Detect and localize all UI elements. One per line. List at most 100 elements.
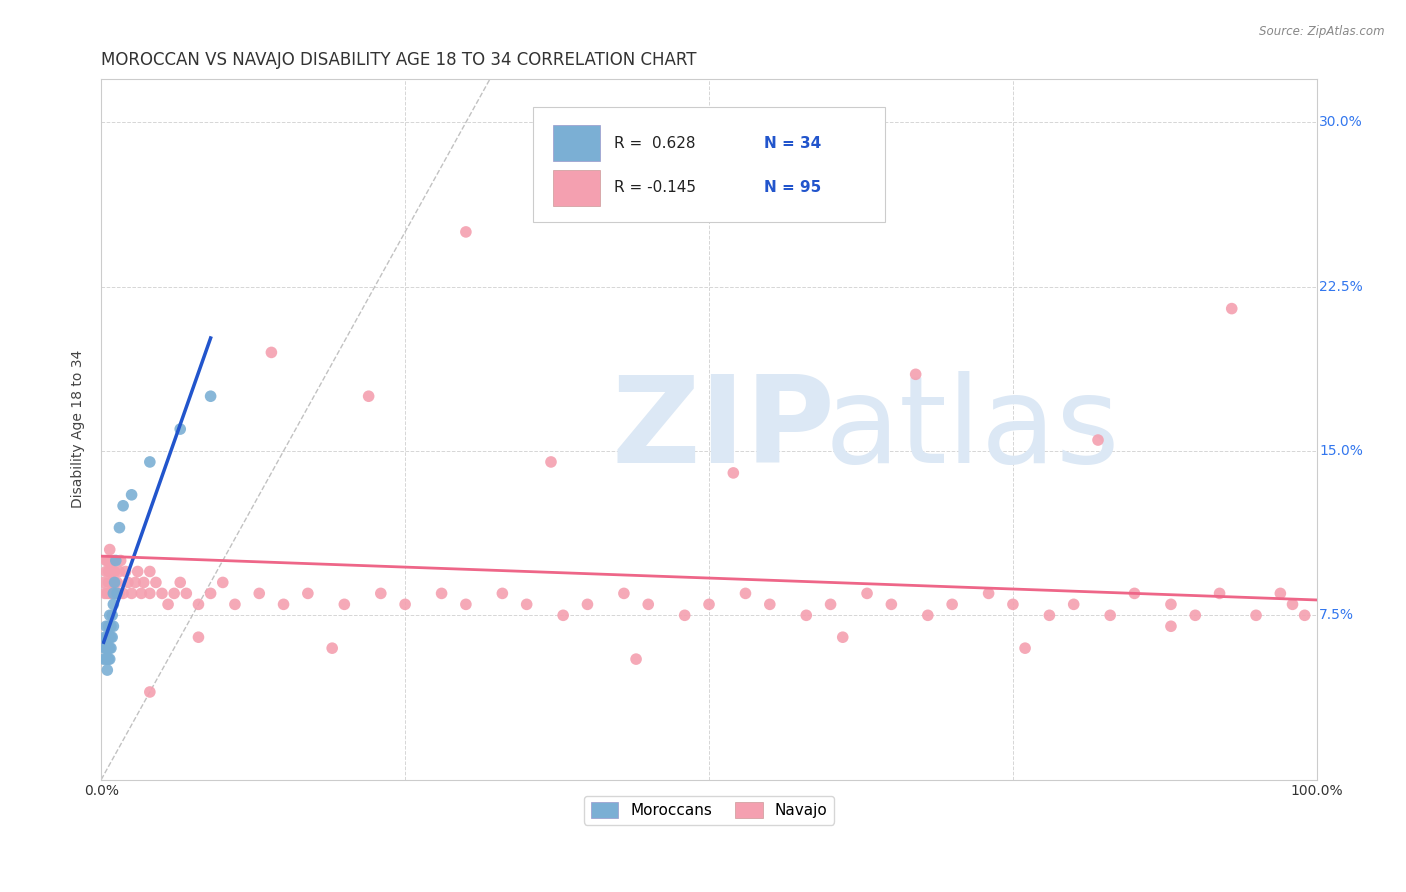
- Point: [96, 652, 118, 666]
- Text: 7.5%: 7.5%: [1319, 608, 1354, 623]
- Point: [103, 598, 125, 612]
- Point: [1099, 608, 1122, 623]
- Point: [97, 652, 120, 666]
- Point: [98, 641, 121, 656]
- Point: [1038, 608, 1060, 623]
- Point: [394, 598, 416, 612]
- Point: [108, 565, 131, 579]
- Point: [93, 652, 115, 666]
- Point: [110, 553, 132, 567]
- Text: 15.0%: 15.0%: [1319, 444, 1364, 458]
- Point: [491, 586, 513, 600]
- Point: [100, 575, 122, 590]
- Text: 30.0%: 30.0%: [1319, 115, 1362, 129]
- Point: [96, 586, 118, 600]
- Point: [794, 608, 817, 623]
- Point: [103, 553, 125, 567]
- Point: [917, 608, 939, 623]
- Point: [759, 598, 782, 612]
- Point: [100, 553, 122, 567]
- Point: [101, 565, 124, 579]
- Point: [454, 598, 477, 612]
- Point: [94, 630, 117, 644]
- Point: [145, 575, 167, 590]
- Point: [104, 586, 127, 600]
- Point: [333, 598, 356, 612]
- Point: [132, 575, 155, 590]
- Point: [856, 586, 879, 600]
- Point: [108, 586, 131, 600]
- Point: [98, 542, 121, 557]
- Point: [624, 652, 647, 666]
- Point: [321, 641, 343, 656]
- Point: [1281, 598, 1303, 612]
- Point: [94, 652, 117, 666]
- Point: [96, 641, 118, 656]
- Text: Source: ZipAtlas.com: Source: ZipAtlas.com: [1260, 25, 1385, 38]
- Point: [139, 586, 162, 600]
- Point: [103, 575, 125, 590]
- Point: [94, 641, 117, 656]
- Point: [1160, 619, 1182, 633]
- Point: [94, 619, 117, 633]
- Point: [98, 586, 121, 600]
- Point: [94, 553, 117, 567]
- Point: [260, 345, 283, 359]
- Point: [904, 368, 927, 382]
- Text: R = -0.145: R = -0.145: [614, 180, 696, 195]
- Point: [613, 586, 636, 600]
- Point: [163, 586, 186, 600]
- Point: [103, 575, 125, 590]
- Y-axis label: Disability Age 18 to 34: Disability Age 18 to 34: [72, 350, 86, 508]
- Point: [101, 630, 124, 644]
- Point: [98, 652, 121, 666]
- Point: [187, 630, 209, 644]
- Point: [224, 598, 246, 612]
- Point: [734, 586, 756, 600]
- Text: ZIP: ZIP: [612, 370, 835, 488]
- FancyBboxPatch shape: [554, 125, 599, 161]
- Point: [94, 586, 117, 600]
- Point: [1294, 608, 1316, 623]
- Point: [247, 586, 270, 600]
- Point: [697, 598, 720, 612]
- Point: [100, 619, 122, 633]
- Point: [139, 565, 162, 579]
- Text: 22.5%: 22.5%: [1319, 280, 1362, 293]
- Point: [1087, 433, 1109, 447]
- Point: [127, 565, 149, 579]
- Point: [100, 630, 122, 644]
- Point: [1123, 586, 1146, 600]
- Point: [157, 598, 180, 612]
- Point: [103, 619, 125, 633]
- FancyBboxPatch shape: [554, 169, 599, 206]
- Text: N = 34: N = 34: [763, 136, 821, 151]
- Point: [94, 565, 117, 579]
- Point: [723, 466, 745, 480]
- Point: [430, 586, 453, 600]
- Point: [139, 455, 162, 469]
- Point: [150, 586, 173, 600]
- Point: [131, 586, 153, 600]
- Point: [139, 685, 162, 699]
- Point: [169, 575, 191, 590]
- Point: [96, 553, 118, 567]
- Point: [104, 553, 127, 567]
- Point: [576, 598, 599, 612]
- Point: [454, 225, 477, 239]
- Legend: Moroccans, Navajo: Moroccans, Navajo: [585, 797, 834, 824]
- Point: [297, 586, 319, 600]
- Point: [98, 630, 121, 644]
- Point: [96, 630, 118, 644]
- Point: [97, 575, 120, 590]
- Point: [200, 389, 222, 403]
- Text: atlas: atlas: [824, 370, 1121, 488]
- Point: [121, 586, 143, 600]
- Point: [98, 608, 121, 623]
- Point: [97, 565, 120, 579]
- Text: MOROCCAN VS NAVAJO DISABILITY AGE 18 TO 34 CORRELATION CHART: MOROCCAN VS NAVAJO DISABILITY AGE 18 TO …: [101, 51, 697, 69]
- Point: [112, 586, 135, 600]
- Point: [93, 575, 115, 590]
- Point: [187, 598, 209, 612]
- Point: [540, 455, 562, 469]
